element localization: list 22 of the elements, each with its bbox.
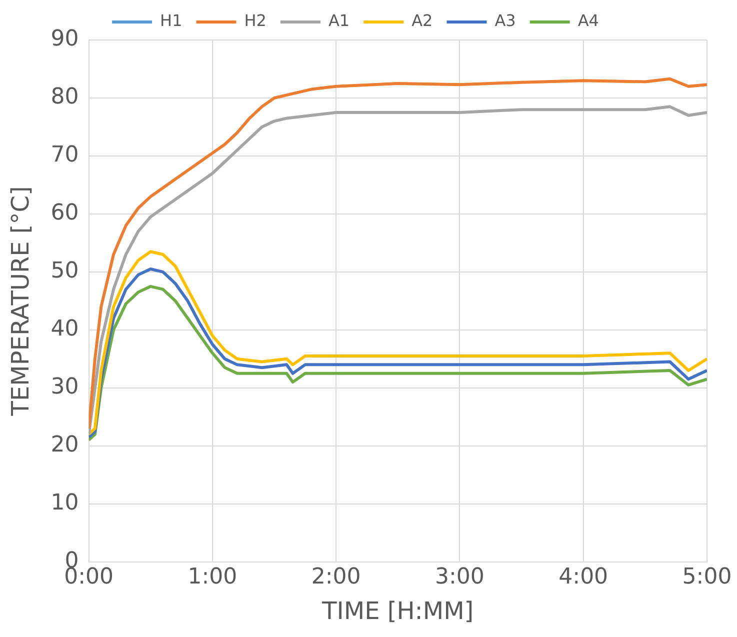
legend-label: A3 — [494, 11, 516, 30]
legend-label: A2 — [412, 11, 433, 30]
y-tick-label: 90 — [50, 26, 79, 52]
x-tick-label: 5:00 — [682, 564, 732, 590]
legend-label: A4 — [578, 11, 599, 30]
x-tick-label: 4:00 — [558, 564, 608, 590]
y-tick-label: 80 — [50, 84, 79, 110]
x-axis-title: TIME [H:MM] — [321, 596, 474, 625]
y-tick-label: 60 — [50, 200, 79, 226]
x-tick-label: 3:00 — [435, 564, 484, 590]
y-tick-label: 20 — [50, 432, 79, 458]
y-tick-label: 10 — [50, 490, 79, 516]
legend-label: H2 — [244, 11, 266, 30]
x-tick-label: 2:00 — [311, 564, 361, 590]
x-tick-label: 1:00 — [188, 564, 238, 590]
legend-label: H1 — [160, 11, 182, 30]
y-tick-label: 30 — [50, 374, 79, 400]
y-tick-label: 40 — [50, 316, 79, 342]
legend-label: A1 — [328, 11, 350, 30]
y-tick-label: 70 — [50, 142, 79, 168]
y-axis-title: TEMPERATURE [°C] — [6, 186, 35, 417]
y-tick-label: 50 — [50, 258, 79, 284]
